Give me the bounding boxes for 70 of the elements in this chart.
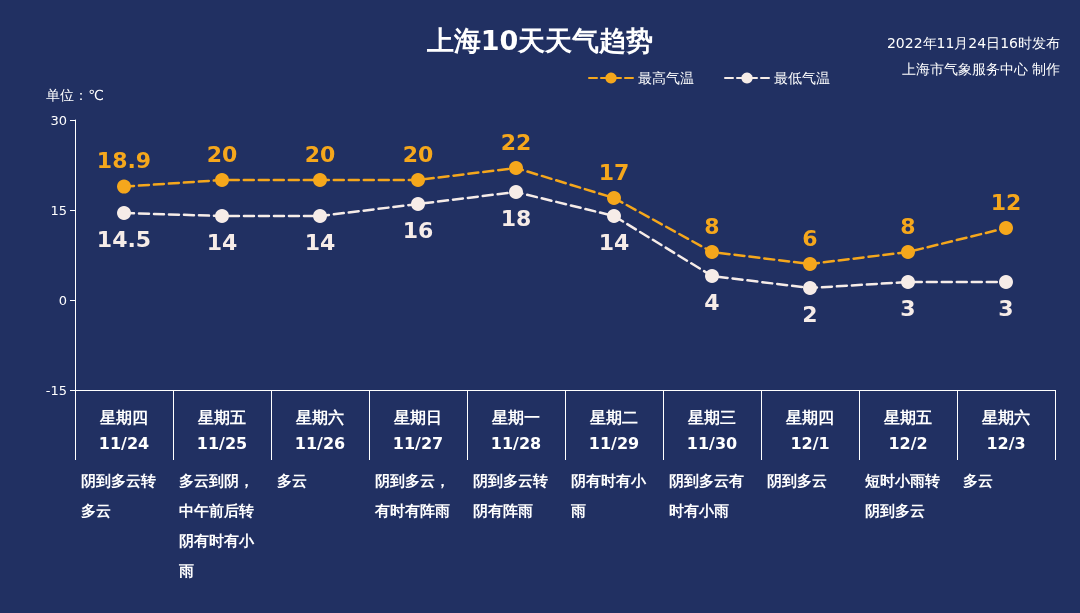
text: 多云到阴，中午前后转阴有时有小雨 xyxy=(178,472,255,580)
y-tick-label: -15 xyxy=(45,382,67,398)
y-tick-label: 30 xyxy=(50,112,67,128)
text: 阴到多云 xyxy=(767,472,827,490)
text: 多云 xyxy=(277,472,307,490)
data-label: 2 xyxy=(802,301,818,327)
data-label: 17 xyxy=(598,159,630,185)
point xyxy=(313,209,327,223)
point xyxy=(705,245,719,259)
data-label: 16 xyxy=(402,217,434,243)
text: 短时小雨转阴到多云 xyxy=(864,472,940,520)
point xyxy=(901,275,915,289)
data-label: 3 xyxy=(900,295,916,321)
point xyxy=(215,209,229,223)
data-label: 3 xyxy=(998,295,1014,321)
text: 多云 xyxy=(963,472,993,490)
point xyxy=(803,257,817,271)
y-axis-title: 单位：℃ xyxy=(46,87,104,103)
x-tick-label: 星期四 11/24 xyxy=(98,407,150,453)
point xyxy=(999,275,1013,289)
text: 2022年11月24日16时发布 xyxy=(886,35,1061,51)
data-label: 22 xyxy=(500,129,532,155)
x-tick-label: 星期二 11/29 xyxy=(588,407,640,453)
chart-title: 上海10天天气趋势 xyxy=(425,25,654,56)
point xyxy=(117,206,131,220)
point xyxy=(117,179,131,194)
point xyxy=(705,269,719,283)
data-label: 14 xyxy=(304,229,336,255)
point xyxy=(999,221,1013,235)
point xyxy=(509,161,523,175)
data-label: 20 xyxy=(402,141,434,167)
data-label: 4 xyxy=(704,289,720,315)
legend-label: 最高气温 xyxy=(638,70,694,86)
x-tick-label: 星期六 12/3 xyxy=(981,407,1030,453)
data-label: 18.9 xyxy=(96,148,152,174)
data-label: 8 xyxy=(704,213,720,239)
y-tick-label: 0 xyxy=(58,292,67,308)
x-tick-label: 星期三 11/30 xyxy=(686,407,738,453)
point xyxy=(215,173,229,187)
x-tick-label: 星期五 11/25 xyxy=(196,407,248,453)
point xyxy=(803,281,817,295)
x-tick-label: 星期一 11/28 xyxy=(490,407,542,453)
data-label: 20 xyxy=(304,141,336,167)
data-label: 12 xyxy=(990,189,1022,215)
text: 阴到多云转多云 xyxy=(81,472,156,520)
point xyxy=(411,173,425,187)
data-label: 14 xyxy=(206,229,238,255)
text: 阴到多云转阴有阵雨 xyxy=(473,472,548,520)
text: 阴到多云有时有小雨 xyxy=(669,472,744,520)
data-label: 8 xyxy=(900,213,916,239)
point xyxy=(313,173,327,187)
data-label: 14.5 xyxy=(96,226,152,252)
x-tick-label: 星期六 11/26 xyxy=(294,407,346,453)
data-label: 20 xyxy=(206,141,238,167)
point xyxy=(509,185,523,199)
x-tick-label: 星期四 12/1 xyxy=(785,407,834,453)
data-label: 14 xyxy=(598,229,630,255)
text: 上海市气象服务中心 制作 xyxy=(901,61,1060,77)
x-tick-label: 星期五 12/2 xyxy=(883,407,932,453)
data-label: 6 xyxy=(802,225,818,251)
point xyxy=(607,209,621,223)
point xyxy=(607,191,621,205)
data-label: 18 xyxy=(500,205,532,231)
point xyxy=(901,245,915,259)
legend-label: 最低气温 xyxy=(774,70,830,86)
x-tick-label: 星期日 11/27 xyxy=(392,407,444,453)
text: 阴有时有小雨 xyxy=(570,472,647,520)
text: 阴到多云，有时有阵雨 xyxy=(374,472,450,520)
y-tick-label: 15 xyxy=(50,202,67,218)
point xyxy=(411,197,425,211)
